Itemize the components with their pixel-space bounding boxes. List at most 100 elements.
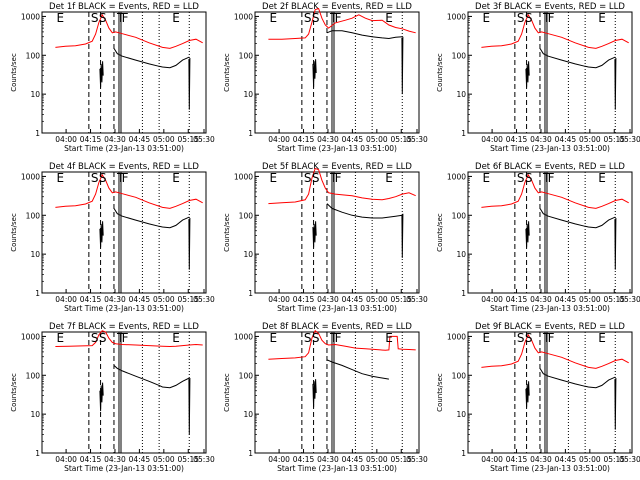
series-line — [481, 173, 629, 209]
y-tick-label: 1000 — [447, 12, 466, 21]
panel-det-5: Det 5f BLACK = Events, RED = LLD 1 10 100 10… — [223, 162, 428, 313]
x-tick-label: 04:30 — [317, 455, 339, 464]
event-marker-label: E — [57, 11, 65, 25]
y-axis-label: Counts/sec — [223, 373, 231, 412]
x-tick-label: 04:30 — [530, 455, 552, 464]
panel-title: Det 7f BLACK = Events, RED = LLD — [49, 322, 199, 332]
event-marker-label: E — [270, 171, 278, 185]
x-tick-label: 04:45 — [129, 135, 151, 144]
y-tick-label: 100 — [26, 51, 41, 60]
series-line — [268, 7, 416, 40]
event-marker-label: F — [548, 171, 555, 185]
event-marker-label: E — [172, 11, 180, 25]
x-tick-label: 04:15 — [293, 295, 315, 304]
event-marker-label: F — [548, 11, 555, 25]
y-axis-label: Counts/sec — [10, 213, 18, 252]
event-marker-label: T — [329, 11, 338, 25]
y-tick-label: 1000 — [21, 12, 40, 21]
series-line — [55, 173, 203, 209]
event-marker-label: S — [525, 171, 533, 185]
x-tick-label: 04:45 — [342, 135, 364, 144]
series-line — [326, 30, 403, 40]
x-tick-label: 05:30 — [406, 295, 428, 304]
y-tick-label: 1000 — [21, 172, 40, 181]
series-line — [326, 359, 389, 380]
x-axis-label: Start Time (23-Jan-13 03:51:00) — [64, 464, 184, 473]
x-tick-label: 04:00 — [55, 455, 77, 464]
x-tick-label: 05:15 — [390, 455, 412, 464]
x-tick-label: 05:15 — [177, 295, 199, 304]
y-tick-label: 1 — [461, 289, 466, 298]
x-tick-label: 05:30 — [406, 455, 428, 464]
x-tick-label: 05:15 — [390, 295, 412, 304]
series-line — [188, 217, 191, 270]
series-line — [188, 57, 191, 110]
series-line — [481, 13, 629, 49]
y-tick-label: 10 — [243, 410, 253, 419]
panel-det-3: Det 3f BLACK = Events, RED = LLD 1 10 100 10… — [436, 2, 640, 153]
panel-det-6: Det 6f BLACK = Events, RED = LLD 1 10 100 10… — [436, 162, 640, 313]
panel-title: Det 8f BLACK = Events, RED = LLD — [262, 322, 412, 332]
x-axis-label: Start Time (23-Jan-13 03:51:00) — [64, 144, 184, 153]
x-tick-label: 04:15 — [293, 455, 315, 464]
x-tick-label: 05:00 — [153, 295, 175, 304]
x-tick-label: 05:00 — [153, 135, 175, 144]
event-marker-label: S — [304, 331, 312, 345]
x-tick-label: 04:00 — [55, 295, 77, 304]
x-tick-label: 05:15 — [177, 455, 199, 464]
y-tick-label: 1 — [248, 129, 253, 138]
x-tick-label: 05:30 — [619, 295, 640, 304]
y-tick-label: 1000 — [21, 332, 40, 341]
y-tick-label: 100 — [26, 211, 41, 220]
x-tick-label: 04:15 — [80, 455, 102, 464]
y-tick-label: 10 — [30, 410, 40, 419]
x-tick-label: 04:00 — [481, 135, 503, 144]
event-marker-label: F — [122, 331, 129, 345]
x-tick-label: 04:00 — [268, 135, 290, 144]
x-tick-label: 04:30 — [530, 135, 552, 144]
y-tick-label: 1 — [248, 449, 253, 458]
event-marker-label: S — [312, 11, 320, 25]
y-axis-label: Counts/sec — [436, 373, 444, 412]
event-marker-label: F — [122, 171, 129, 185]
x-tick-label: 04:30 — [530, 295, 552, 304]
event-marker-label: T — [116, 171, 125, 185]
y-tick-label: 1 — [35, 129, 40, 138]
x-tick-label: 05:00 — [579, 295, 601, 304]
panel-title: Det 5f BLACK = Events, RED = LLD — [262, 162, 412, 172]
x-tick-label: 05:15 — [603, 135, 625, 144]
event-marker-label: F — [335, 331, 342, 345]
series-line — [525, 381, 530, 408]
y-axis-label: Counts/sec — [10, 53, 18, 92]
series-line — [539, 208, 616, 229]
series-line — [268, 329, 416, 360]
y-tick-label: 1000 — [447, 172, 466, 181]
y-axis-label: Counts/sec — [223, 213, 231, 252]
x-tick-label: 05:00 — [366, 135, 388, 144]
series-line — [539, 48, 616, 69]
event-marker-label: T — [542, 11, 551, 25]
series-line — [401, 213, 404, 258]
event-marker-label: T — [542, 171, 551, 185]
series-line — [99, 61, 104, 88]
x-tick-label: 04:45 — [555, 455, 577, 464]
x-tick-label: 04:30 — [317, 135, 339, 144]
event-marker-label: T — [329, 171, 338, 185]
series-line — [401, 36, 404, 95]
x-tick-label: 04:45 — [555, 135, 577, 144]
y-tick-label: 1000 — [234, 172, 253, 181]
event-marker-label: F — [122, 11, 129, 25]
event-marker-label: S — [91, 11, 99, 25]
event-marker-label: E — [385, 171, 393, 185]
x-tick-label: 04:45 — [129, 455, 151, 464]
x-tick-label: 04:15 — [506, 295, 528, 304]
x-axis-label: Start Time (23-Jan-13 03:51:00) — [490, 304, 610, 313]
x-tick-label: 05:00 — [579, 135, 601, 144]
y-axis-label: Counts/sec — [436, 53, 444, 92]
series-line — [113, 48, 190, 69]
event-marker-label: E — [172, 331, 180, 345]
plot-frame — [467, 171, 633, 294]
y-tick-label: 1000 — [447, 332, 466, 341]
y-tick-label: 100 — [452, 371, 467, 380]
